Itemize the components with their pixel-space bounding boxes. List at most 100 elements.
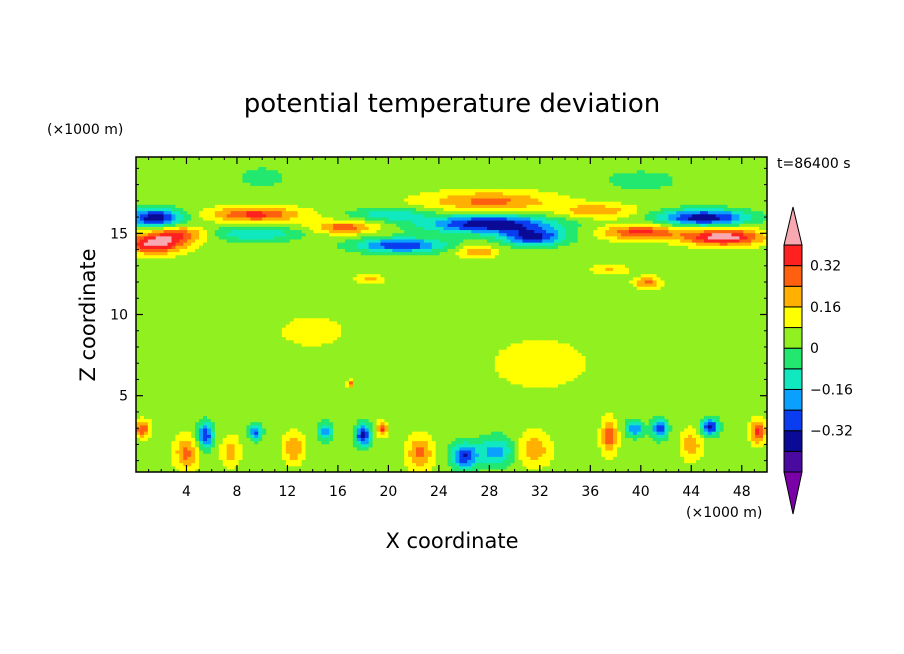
heatmap-cell [171, 402, 177, 407]
heatmap-cell [143, 197, 149, 202]
heatmap-cell [179, 201, 184, 205]
heatmap-cell [171, 238, 177, 243]
heatmap-cell [136, 229, 141, 234]
heatmap-cell [151, 197, 157, 202]
heatmap-cell [147, 431, 153, 435]
heatmap-cell [139, 412, 145, 416]
heatmap-cell [147, 172, 153, 177]
heatmap-cell [151, 431, 157, 435]
heatmap-cell [183, 320, 188, 325]
heatmap-cell [155, 188, 161, 193]
heatmap-cell [159, 352, 165, 357]
heatmap-cell [143, 427, 149, 432]
heatmap-cell [163, 434, 169, 438]
heatmap-cell [155, 213, 161, 218]
heatmap-cell [155, 232, 161, 237]
heatmap-cell [171, 437, 177, 442]
heatmap-cell [143, 229, 149, 234]
heatmap-cell [151, 175, 157, 180]
heatmap-cell [167, 412, 173, 416]
heatmap-cell [139, 390, 145, 394]
heatmap-cell [151, 179, 157, 183]
heatmap-cell [139, 251, 145, 256]
heatmap-cell [183, 352, 188, 357]
heatmap-cell [139, 185, 145, 190]
heatmap-cell [183, 415, 188, 420]
heatmap-cell [171, 226, 177, 231]
heatmap-cell [139, 355, 145, 360]
heatmap-cell [159, 390, 165, 394]
heatmap-cell [136, 188, 141, 193]
heatmap-cell [155, 191, 161, 196]
heatmap-cell [159, 317, 165, 322]
heatmap-cell [167, 431, 173, 435]
heatmap-cell [143, 386, 149, 391]
heatmap-cell [155, 185, 161, 190]
heatmap-cell [143, 226, 149, 231]
heatmap-cell [151, 399, 157, 404]
heatmap-cell [183, 424, 188, 429]
heatmap-cell [167, 314, 173, 319]
heatmap-cell [147, 320, 153, 325]
heatmap-cell [151, 468, 157, 472]
heatmap-cell [139, 336, 145, 341]
heatmap-cell [155, 283, 161, 287]
heatmap-cell [151, 210, 157, 215]
heatmap-cell [155, 260, 161, 265]
heatmap-cell [151, 267, 157, 271]
heatmap-cell [163, 437, 169, 442]
heatmap-cell [175, 453, 180, 457]
heatmap-cell [139, 238, 145, 243]
heatmap-cell [171, 358, 177, 363]
heatmap-cell [179, 393, 184, 397]
heatmap-cell [179, 191, 184, 196]
heatmap-cell [151, 264, 157, 268]
heatmap-cell [167, 405, 173, 410]
heatmap-cell [163, 229, 169, 234]
heatmap-cell [175, 248, 180, 253]
heatmap-cell [183, 305, 188, 309]
heatmap-cell [159, 453, 165, 457]
heatmap-cell [147, 295, 153, 300]
heatmap-cell [147, 437, 153, 442]
heatmap-cell [143, 267, 149, 271]
heatmap-cell [167, 456, 173, 460]
heatmap-cell [139, 377, 145, 382]
heatmap-cell [171, 245, 177, 249]
heatmap-cell [171, 257, 177, 262]
heatmap-cell [151, 223, 157, 227]
heatmap-cell [163, 257, 169, 262]
heatmap-cell [183, 323, 188, 328]
heatmap-cell [136, 459, 141, 464]
heatmap-cell [163, 273, 169, 278]
heatmap-cell [147, 358, 153, 363]
heatmap-cell [151, 352, 157, 357]
heatmap-cell [163, 355, 169, 360]
heatmap-cell [171, 292, 177, 297]
heatmap-cell [147, 323, 153, 328]
heatmap-cell [171, 390, 177, 394]
heatmap-cell [183, 468, 188, 472]
heatmap-cell [179, 431, 184, 435]
heatmap-cell [136, 216, 141, 221]
heatmap-cell [139, 172, 145, 177]
heatmap-cell [179, 160, 184, 164]
heatmap-cell [147, 349, 153, 353]
heatmap-cell [147, 242, 153, 246]
heatmap-cell [179, 364, 184, 369]
heatmap-cell [163, 424, 169, 429]
heatmap-cell [167, 163, 173, 168]
heatmap-cell [167, 201, 173, 205]
heatmap-cell [155, 361, 161, 366]
heatmap-cell [147, 399, 153, 404]
heatmap-cell [155, 182, 161, 186]
heatmap-cell [159, 437, 165, 442]
heatmap-cell [139, 361, 145, 366]
heatmap-cell [139, 197, 145, 202]
heatmap-cell [171, 418, 177, 423]
heatmap-cell [163, 352, 169, 357]
heatmap-cell [143, 440, 149, 445]
heatmap-cell [143, 191, 149, 196]
heatmap-cell [143, 446, 149, 451]
heatmap-cell [179, 292, 184, 297]
